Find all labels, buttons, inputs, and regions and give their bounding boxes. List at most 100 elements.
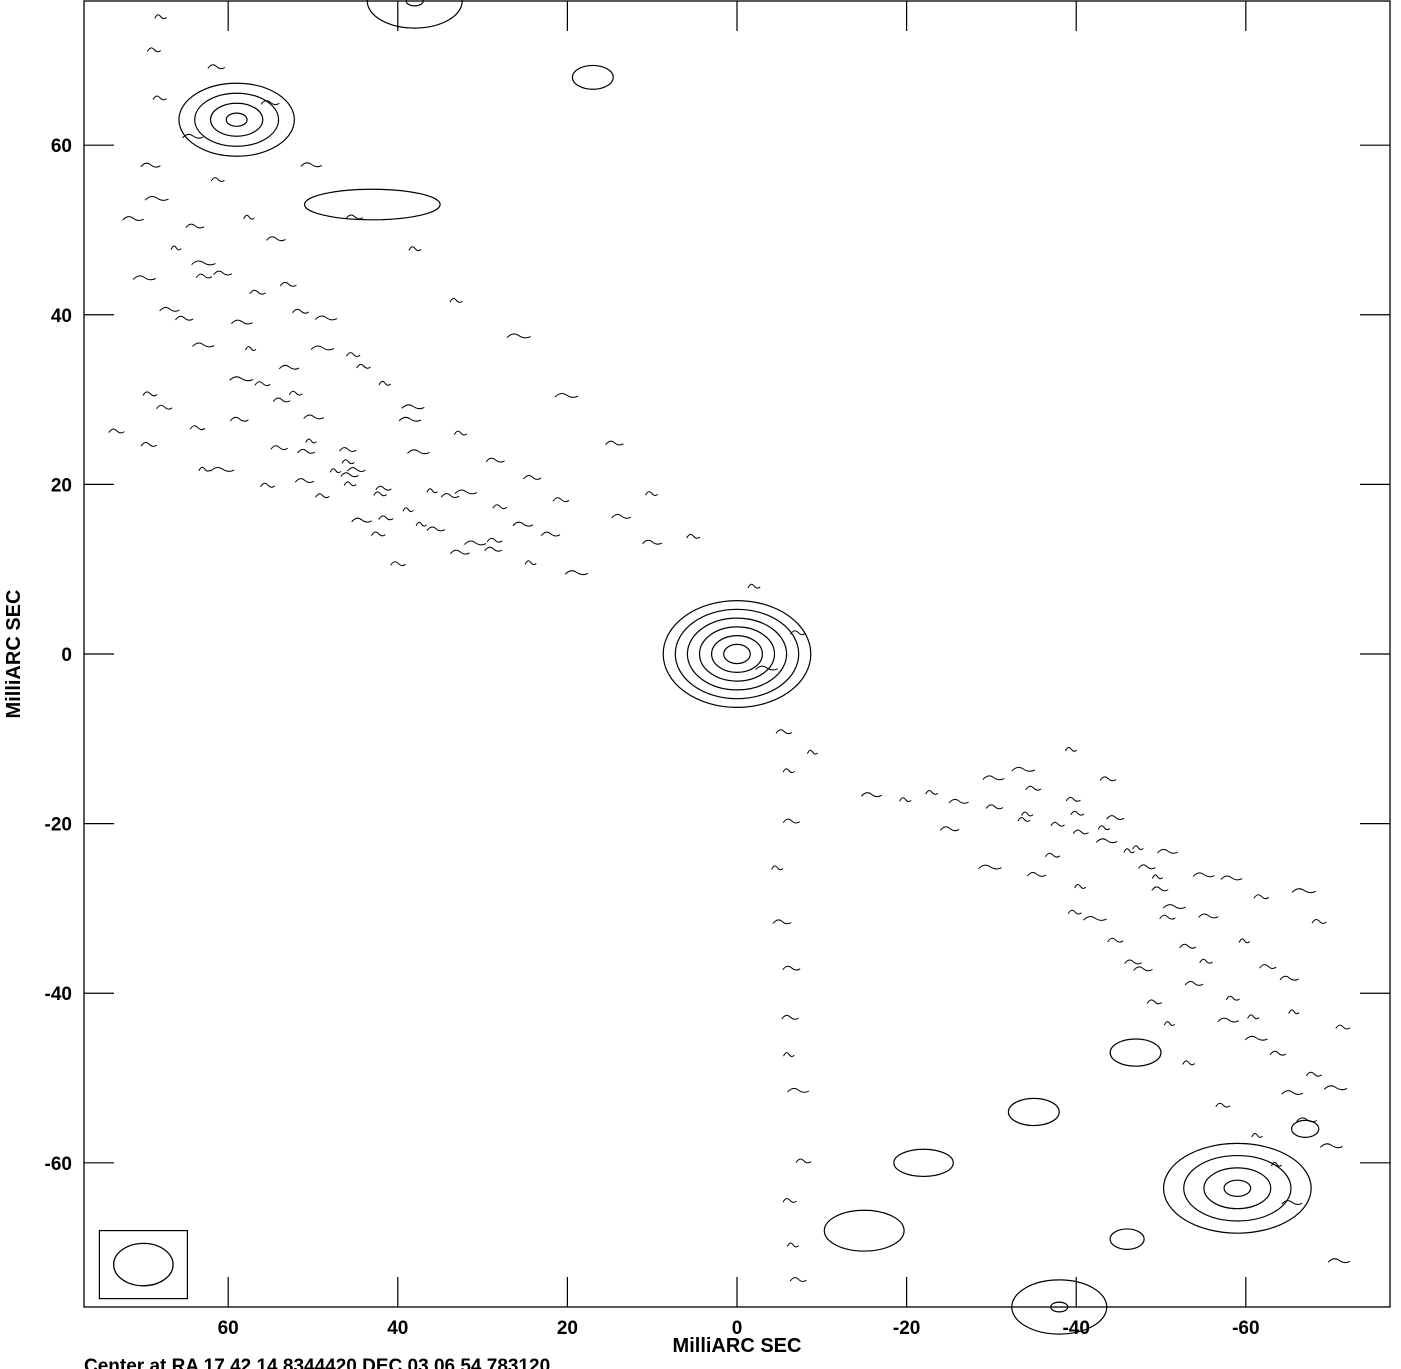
- noise-contour: [207, 64, 226, 70]
- noise-contour: [314, 315, 338, 321]
- noise-contour: [407, 449, 430, 455]
- noise-contour: [260, 482, 276, 488]
- noise-contour: [771, 865, 784, 871]
- sidelobe-contour: [893, 1148, 954, 1178]
- noise-contour: [1017, 817, 1031, 822]
- noise-contour: [1269, 1050, 1287, 1056]
- noise-contour: [305, 438, 317, 444]
- noise-contour: [1335, 1024, 1351, 1030]
- noise-contour: [1070, 810, 1085, 816]
- noise-contour: [1291, 888, 1317, 894]
- noise-contour: [144, 196, 169, 201]
- noise-contour: [402, 507, 414, 513]
- noise-contour: [1184, 981, 1204, 986]
- noise-contour: [294, 478, 315, 483]
- y-tick-label: -20: [45, 815, 72, 836]
- sidelobe-contour: [366, 0, 463, 29]
- noise-contour: [1192, 872, 1215, 878]
- noise-contour: [440, 493, 460, 498]
- beam-box: [98, 1229, 189, 1300]
- noise-contour: [1132, 845, 1144, 851]
- noise-contour: [925, 790, 939, 795]
- noise-contour: [1044, 852, 1061, 858]
- noise-contour: [108, 428, 125, 434]
- noise-contour: [1157, 848, 1179, 854]
- noise-contour: [1182, 1060, 1196, 1066]
- noise-contour: [1097, 825, 1111, 831]
- noise-contour: [401, 404, 425, 410]
- beam-frame: [98, 1229, 189, 1300]
- noise-contour: [1327, 1258, 1351, 1264]
- noise-contour: [1163, 1021, 1175, 1026]
- noise-contour: [1323, 1085, 1348, 1091]
- noise-contour: [192, 342, 215, 348]
- sidelobe-contour: [178, 82, 295, 157]
- noise-contour: [156, 404, 173, 410]
- y-tick-label: -40: [45, 984, 72, 1005]
- noise-contour: [806, 749, 818, 755]
- noise-contour: [1253, 894, 1270, 900]
- noise-contour: [142, 391, 158, 397]
- noise-contour: [1244, 1035, 1268, 1041]
- noise-contour: [899, 797, 912, 803]
- noise-contour: [339, 447, 357, 452]
- noise-contour: [245, 346, 257, 351]
- noise-contour: [170, 245, 182, 251]
- noise-contour: [315, 493, 330, 499]
- noise-contour: [1107, 937, 1124, 943]
- sidelobe-contour: [405, 0, 424, 7]
- noise-contour: [346, 352, 361, 357]
- noise-contour: [310, 345, 335, 351]
- noise-contour: [1220, 875, 1243, 881]
- noise-contour: [1099, 776, 1117, 782]
- noise-contour: [426, 526, 446, 532]
- source-contour: [698, 626, 776, 682]
- y-axis-label: MilliARC SEC: [3, 590, 25, 719]
- noise-contour: [1296, 1117, 1318, 1123]
- noise-contour: [1225, 995, 1240, 1001]
- noise-contour: [270, 445, 288, 451]
- noise-contour: [254, 381, 271, 387]
- noise-contour: [781, 1014, 799, 1020]
- x-tick-label: 0: [732, 1318, 743, 1339]
- noise-contour: [260, 100, 280, 106]
- noise-contour: [1074, 884, 1087, 889]
- noise-contour: [1137, 864, 1156, 870]
- sidelobe-contour: [1203, 1167, 1272, 1210]
- x-tick-label: -40: [1062, 1318, 1089, 1339]
- noise-contour: [272, 397, 291, 403]
- noise-contour: [230, 416, 249, 422]
- noise-contour: [449, 298, 463, 303]
- noise-contour: [356, 363, 371, 369]
- y-tick-label: 20: [51, 475, 72, 496]
- axis-ticks: [84, 1, 1390, 1307]
- noise-contour: [278, 364, 300, 370]
- noise-contour: [782, 818, 800, 824]
- plot-frame: [83, 0, 1391, 1308]
- noise-contour: [132, 275, 156, 281]
- noise-contour: [297, 448, 316, 454]
- noise-contour: [939, 826, 960, 832]
- source-contour: [662, 599, 812, 708]
- x-tick-label: -60: [1232, 1318, 1259, 1339]
- noise-contour: [1083, 916, 1107, 921]
- noise-contour: [1096, 838, 1118, 844]
- noise-contour: [195, 273, 213, 279]
- noise-contour: [1199, 958, 1213, 964]
- source-contour: [710, 634, 763, 673]
- x-tick-label: -20: [893, 1318, 920, 1339]
- sidelobe-contour: [1050, 1301, 1069, 1313]
- noise-contour: [159, 306, 180, 312]
- noise-contour: [426, 488, 438, 494]
- noise-contour: [122, 216, 144, 221]
- noise-contour: [303, 414, 325, 420]
- noise-contour: [1217, 1017, 1240, 1023]
- noise-contour: [1281, 1200, 1303, 1205]
- noise-contour: [210, 467, 235, 472]
- noise-contour: [1259, 964, 1277, 969]
- noise-contour: [1072, 829, 1089, 835]
- noise-contour: [341, 459, 355, 465]
- noise-contour: [370, 531, 386, 537]
- noise-contour: [292, 308, 310, 314]
- sidelobe-contour: [1011, 1279, 1108, 1335]
